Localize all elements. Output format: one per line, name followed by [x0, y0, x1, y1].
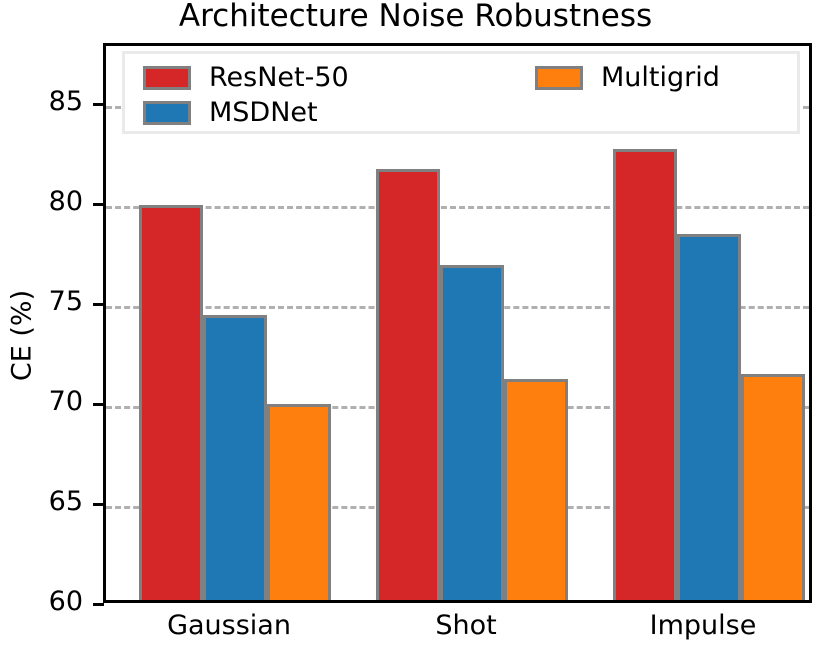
plot-inner	[106, 46, 809, 600]
y-tick-label-65: 65	[48, 486, 83, 517]
bar-gaussian-msdnet[interactable]	[203, 315, 267, 600]
y-tick-mark-85	[93, 103, 104, 106]
bar-gaussian-resnet50[interactable]	[139, 205, 203, 600]
bar-impulse-msdnet[interactable]	[677, 234, 741, 600]
bar-shot-multigrid[interactable]	[504, 379, 568, 600]
gridline-80	[106, 206, 809, 209]
y-tick-label-60: 60	[48, 586, 83, 617]
legend-swatch-msdnet-icon	[143, 100, 191, 125]
legend-entry-msdnet[interactable]: MSDNet	[143, 99, 318, 126]
y-tick-label-75: 75	[48, 286, 83, 317]
x-tick-label-shot: Shot	[435, 610, 497, 641]
x-tick-label-impulse: Impulse	[649, 610, 757, 641]
y-tick-mark-70	[93, 403, 104, 406]
legend-swatch-resnet50-icon	[143, 65, 191, 90]
bar-impulse-multigrid[interactable]	[741, 374, 805, 600]
y-tick-mark-65	[93, 503, 104, 506]
legend-swatch-multigrid-icon	[535, 65, 583, 90]
y-tick-mark-75	[93, 303, 104, 306]
y-tick-label-85: 85	[48, 86, 83, 117]
chart-legend: ResNet-50 MSDNet Multigrid	[122, 51, 800, 134]
x-tick-label-gaussian: Gaussian	[167, 610, 291, 641]
y-tick-label-80: 80	[48, 186, 83, 217]
legend-label-resnet50: ResNet-50	[209, 62, 349, 93]
legend-label-msdnet: MSDNet	[209, 97, 318, 128]
bar-shot-msdnet[interactable]	[440, 265, 504, 600]
legend-entry-multigrid[interactable]: Multigrid	[535, 64, 720, 91]
y-tick-mark-80	[93, 203, 104, 206]
chart-title: Architecture Noise Robustness	[178, 0, 653, 34]
bar-gaussian-multigrid[interactable]	[267, 404, 331, 600]
y-tick-mark-60	[93, 603, 104, 606]
bar-impulse-resnet50[interactable]	[613, 149, 677, 600]
legend-label-multigrid: Multigrid	[601, 62, 720, 93]
y-tick-label-70: 70	[48, 386, 83, 417]
bar-shot-resnet50[interactable]	[376, 169, 440, 600]
legend-entry-resnet50[interactable]: ResNet-50	[143, 64, 349, 91]
plot-area	[103, 43, 812, 603]
